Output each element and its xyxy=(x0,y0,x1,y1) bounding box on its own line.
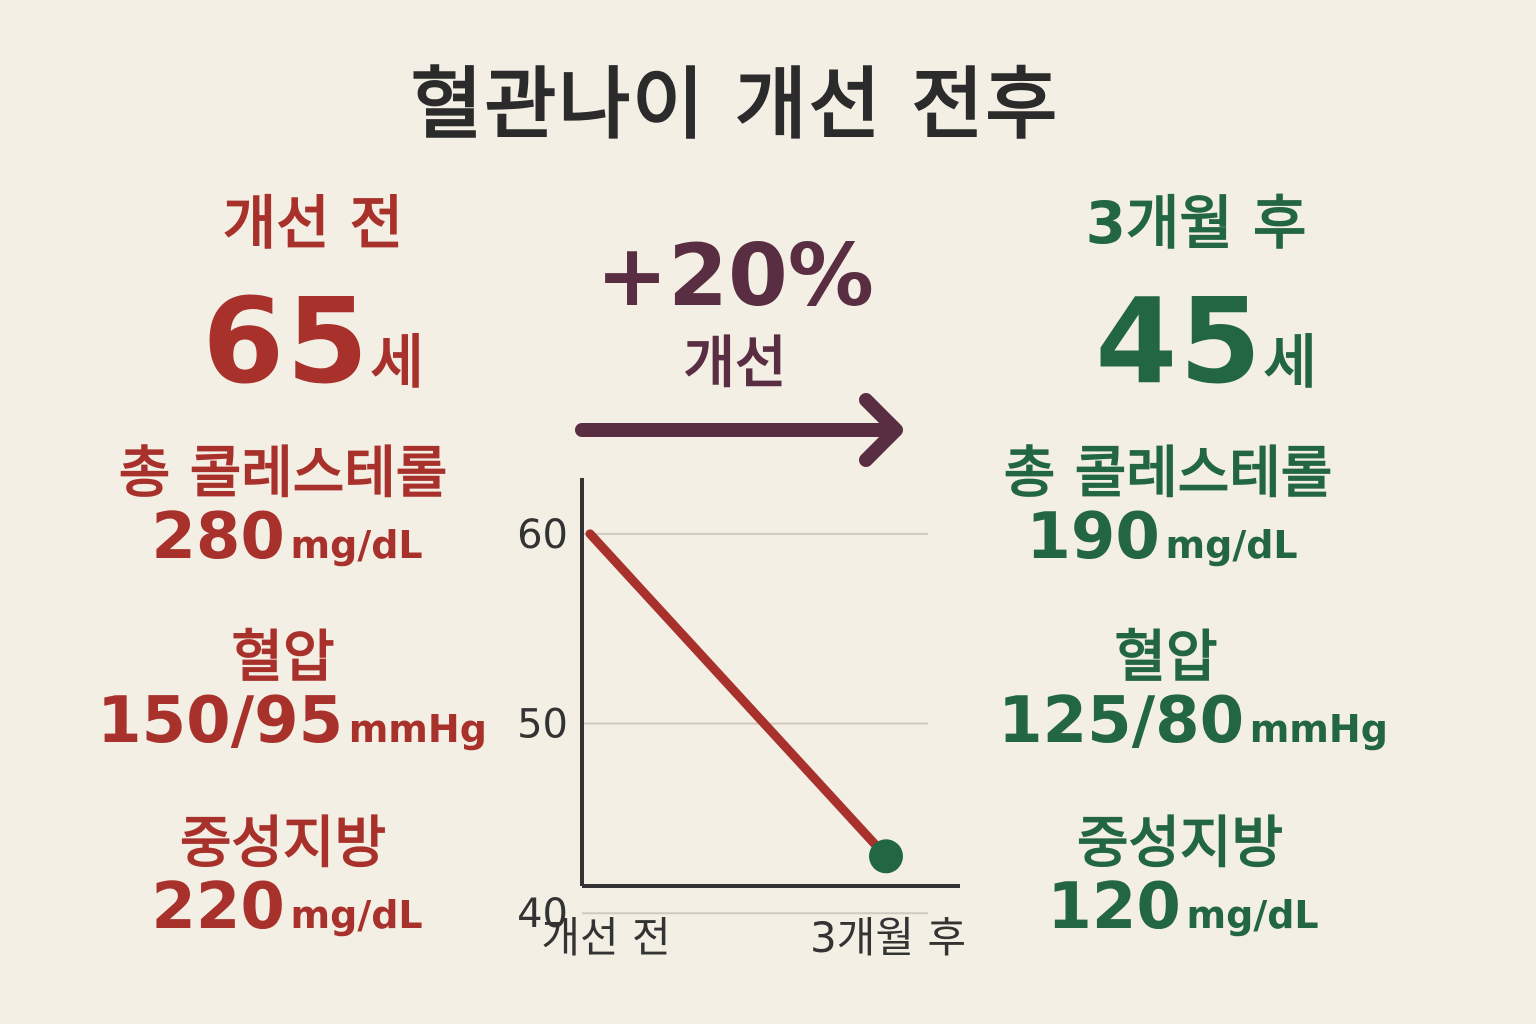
before-bp-unit: mmHg xyxy=(348,707,487,751)
arrow-right-icon xyxy=(575,393,903,467)
after-age-value: 45 xyxy=(1095,272,1264,410)
after-cholesterol-number: 190 xyxy=(1026,500,1160,574)
x-tick-label: 3개월 후 xyxy=(810,913,966,962)
before-bp-number: 150/95 xyxy=(97,684,344,758)
before-bp-label: 혈압 xyxy=(231,625,335,690)
before-cholesterol-unit: mg/dL xyxy=(290,523,423,567)
after-bp-label: 혈압 xyxy=(1114,625,1218,690)
series-line xyxy=(585,529,891,861)
page-title: 혈관나이 개선 전후 xyxy=(410,60,1060,150)
after-cholesterol-unit: mg/dL xyxy=(1165,523,1298,567)
after-age: 45세 xyxy=(1095,272,1317,410)
y-tick-labels: 60 50 40 xyxy=(517,512,568,937)
before-bp-value: 150/95 mmHg xyxy=(97,684,487,758)
chart-series xyxy=(585,529,903,874)
before-age-unit: 세 xyxy=(370,328,424,396)
before-triglyceride-value: 220 mg/dL xyxy=(151,870,422,944)
before-cholesterol-value: 280 mg/dL xyxy=(151,500,422,574)
x-tick-label: 개선 전 xyxy=(541,913,670,962)
before-triglyceride-unit: mg/dL xyxy=(290,893,423,937)
data-point-after xyxy=(869,839,903,874)
before-cholesterol-number: 280 xyxy=(151,500,285,574)
after-heading: 3개월 후 xyxy=(1085,189,1307,257)
x-tick-labels: 개선 전 3개월 후 xyxy=(541,913,966,962)
chart-gridlines xyxy=(582,532,928,915)
before-cholesterol-label: 총 콜레스테롤 xyxy=(118,441,448,506)
after-bp-number: 125/80 xyxy=(998,684,1245,758)
after-bp-value: 125/80 mmHg xyxy=(998,684,1388,758)
improvement-label: 개선 xyxy=(683,331,787,396)
y-tick-label: 40 xyxy=(517,891,568,937)
before-triglyceride-number: 220 xyxy=(151,870,285,944)
before-age: 65세 xyxy=(202,272,424,410)
before-triglyceride-label: 중성지방 xyxy=(179,811,387,876)
after-cholesterol-label: 총 콜레스테롤 xyxy=(1003,441,1333,506)
before-heading: 개선 전 xyxy=(222,189,404,257)
before-age-value: 65 xyxy=(202,272,371,410)
y-tick-label: 60 xyxy=(517,512,568,558)
y-tick-label: 50 xyxy=(517,702,568,748)
after-cholesterol-value: 190 mg/dL xyxy=(1026,500,1297,574)
improvement-percent: +20% xyxy=(596,226,874,326)
after-age-unit: 세 xyxy=(1263,328,1317,396)
after-triglyceride-label: 중성지방 xyxy=(1076,811,1284,876)
after-bp-unit: mmHg xyxy=(1249,707,1388,751)
after-triglyceride-unit: mg/dL xyxy=(1186,893,1319,937)
after-triglyceride-value: 120 mg/dL xyxy=(1047,870,1318,944)
after-triglyceride-number: 120 xyxy=(1047,870,1181,944)
